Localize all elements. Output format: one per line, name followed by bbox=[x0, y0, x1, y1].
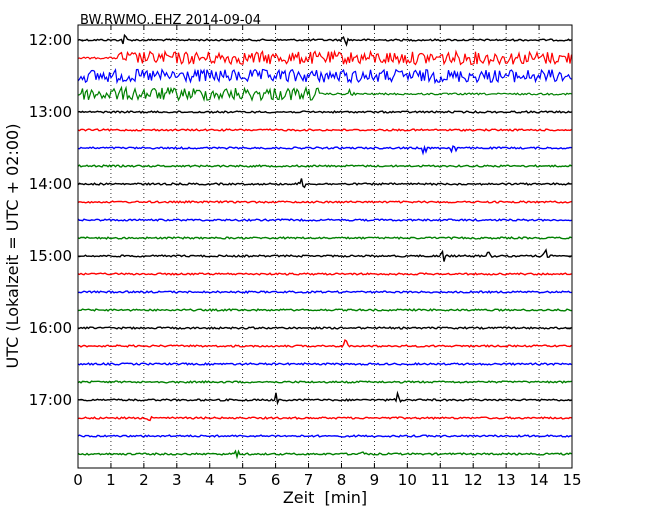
seismic-trace bbox=[77, 164, 572, 168]
x-tick-label: 10 bbox=[398, 471, 417, 489]
x-tick-label: 15 bbox=[562, 471, 581, 489]
grid-lines bbox=[110, 25, 540, 468]
x-tick-label: 6 bbox=[271, 471, 281, 489]
seismic-trace bbox=[77, 415, 572, 422]
seismic-trace bbox=[77, 49, 573, 67]
x-tick-label: 5 bbox=[238, 471, 248, 489]
seismic-trace bbox=[77, 110, 572, 114]
seismic-trace bbox=[77, 326, 572, 330]
x-tick-label: 12 bbox=[464, 471, 483, 489]
seismic-trace bbox=[77, 290, 572, 294]
seismic-trace bbox=[77, 67, 572, 85]
x-tick-label: 4 bbox=[205, 471, 215, 489]
seismic-trace bbox=[77, 144, 572, 156]
seismic-trace bbox=[77, 236, 572, 240]
x-tick-label: 3 bbox=[172, 471, 182, 489]
tick-layer: 0 1 2 3 4 5 6 7 8 9 10 11 12 13 14 1512:0013:0014:0015:… bbox=[29, 25, 582, 489]
seismic-trace bbox=[77, 308, 572, 312]
x-tick-label: 11 bbox=[431, 471, 450, 489]
y-tick-label: 16:00 bbox=[29, 319, 72, 337]
x-tick-label: 2 bbox=[139, 471, 149, 489]
seismic-trace bbox=[77, 434, 572, 438]
trace-layer bbox=[77, 33, 573, 460]
seismic-trace bbox=[78, 339, 572, 349]
y-tick-label: 15:00 bbox=[29, 247, 72, 265]
seismic-trace bbox=[77, 200, 572, 204]
seismic-trace bbox=[77, 362, 572, 366]
seismic-trace bbox=[77, 218, 572, 222]
seismic-trace bbox=[77, 85, 572, 103]
y-axis-label: UTC (Lokalzeit = UTC + 02:00) bbox=[3, 124, 22, 369]
x-tick-label: 9 bbox=[370, 471, 380, 489]
x-tick-label: 1 bbox=[106, 471, 116, 489]
seismic-trace bbox=[77, 128, 572, 132]
seismic-trace bbox=[77, 178, 572, 189]
x-tick-label: 0 bbox=[73, 471, 83, 489]
chart-title: BW.RWMO..EHZ 2014-09-04 bbox=[80, 13, 261, 28]
plot-frame bbox=[77, 24, 573, 469]
seismic-trace bbox=[77, 248, 572, 262]
y-tick-label: 12:00 bbox=[29, 31, 72, 49]
seismic-trace bbox=[77, 272, 572, 276]
x-tick-label: 7 bbox=[304, 471, 314, 489]
x-tick-label: 14 bbox=[530, 471, 549, 489]
y-tick-label: 17:00 bbox=[29, 391, 72, 409]
seismic-trace bbox=[77, 380, 572, 384]
y-tick-label: 13:00 bbox=[29, 103, 72, 121]
x-tick-label: 8 bbox=[337, 471, 347, 489]
x-tick-label: 13 bbox=[497, 471, 516, 489]
seismic-trace bbox=[77, 33, 572, 47]
x-axis-label: Zeit [min] bbox=[283, 488, 367, 507]
seismic-trace bbox=[77, 449, 572, 460]
y-tick-label: 14:00 bbox=[29, 175, 72, 193]
seismic-trace bbox=[77, 390, 572, 406]
